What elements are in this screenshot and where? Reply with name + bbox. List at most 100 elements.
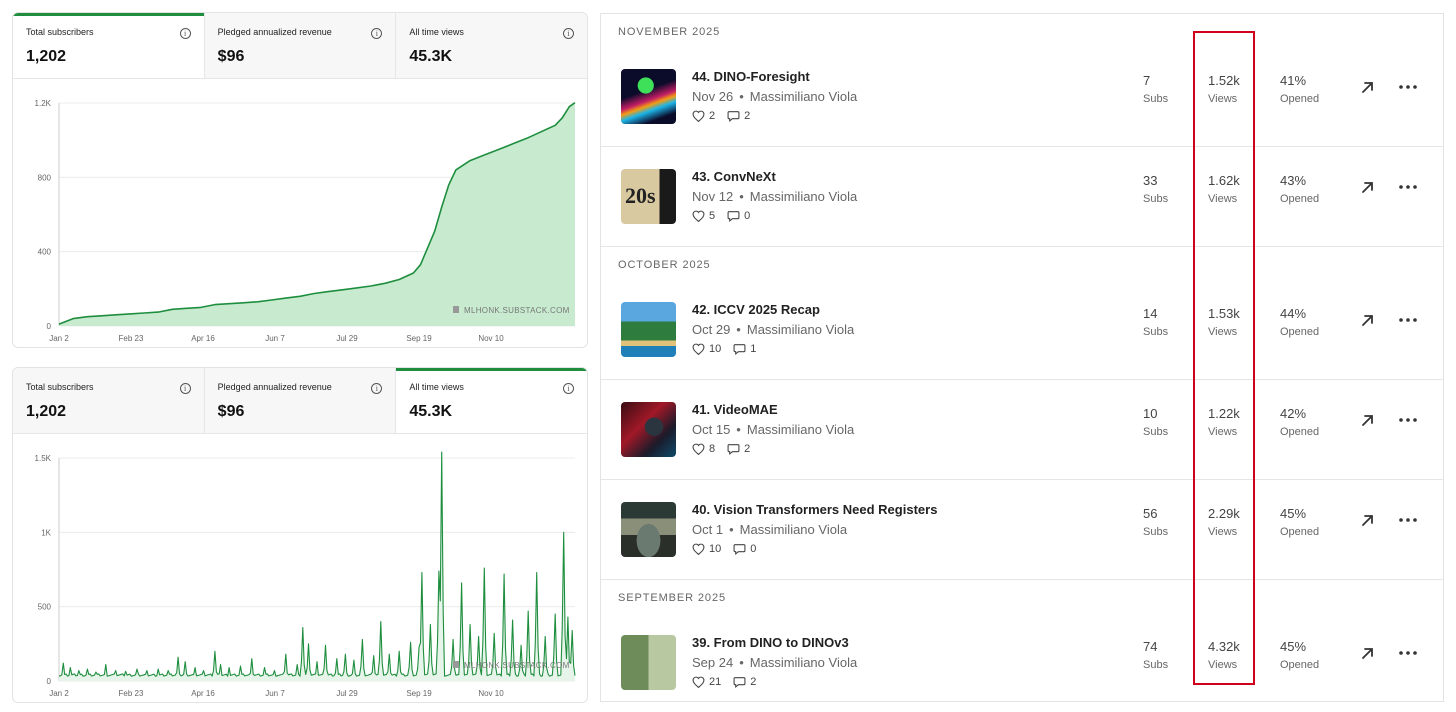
post-row[interactable]: 40. Vision Transformers Need Registers O…: [601, 480, 1443, 580]
open-external-icon[interactable]: [1359, 511, 1377, 529]
stat-label: All time views: [409, 27, 464, 37]
open-external-icon[interactable]: [1359, 644, 1377, 662]
substack-logo-icon: [453, 306, 459, 313]
series-area-fill: [59, 452, 575, 681]
info-icon[interactable]: i: [563, 383, 575, 394]
likes-count: 8: [709, 443, 716, 455]
comment-icon[interactable]: [727, 210, 740, 222]
y-tick-label: 500: [38, 603, 52, 612]
post-engagement: 10 1: [692, 343, 756, 355]
comment-icon[interactable]: [733, 343, 746, 355]
heart-icon[interactable]: [692, 343, 705, 355]
more-options-icon[interactable]: [1397, 180, 1419, 194]
heart-icon[interactable]: [692, 443, 705, 455]
opened-value: 44%: [1280, 306, 1307, 321]
opened-label: Opened: [1280, 426, 1320, 438]
more-options-icon[interactable]: [1397, 413, 1419, 427]
tab-pledged-revenue[interactable]: Pledged annualized revenue $96 i: [204, 368, 397, 433]
post-thumbnail[interactable]: [621, 402, 676, 457]
tab-total-subscribers[interactable]: Total subscribers 1,202 i: [13, 368, 205, 433]
post-title[interactable]: 42. ICCV 2025 Recap: [692, 302, 820, 317]
watermark: MLHONK.SUBSTACK.COM: [453, 306, 569, 315]
tab-pledged-revenue[interactable]: Pledged annualized revenue $96 i: [204, 13, 397, 78]
post-row[interactable]: 20s 43. ConvNeXt Nov 12 • Massimiliano Vio…: [601, 147, 1443, 247]
month-header: OCTOBER 2025: [618, 259, 711, 271]
post-title[interactable]: 39. From DINO to DINOv3: [692, 635, 849, 650]
post-title[interactable]: 40. Vision Transformers Need Registers: [692, 502, 938, 517]
more-options-icon[interactable]: [1397, 646, 1419, 660]
views-metric: 1.52k Views: [1208, 73, 1240, 105]
post-thumbnail[interactable]: [621, 302, 676, 357]
post-author: Massimiliano Viola: [749, 89, 858, 104]
post-row[interactable]: 44. DINO-Foresight Nov 26 • Massimiliano V…: [601, 47, 1443, 147]
open-external-icon[interactable]: [1359, 178, 1377, 196]
comments-count: 0: [750, 543, 757, 555]
post-engagement: 21 2: [692, 676, 756, 688]
subs-metric: 74 Subs: [1143, 639, 1168, 671]
tab-all-time-views[interactable]: All time views 45.3K i: [396, 368, 587, 433]
series-line: [58, 101, 576, 325]
heart-icon[interactable]: [692, 210, 705, 222]
tab-all-time-views[interactable]: All time views 45.3K i: [396, 13, 587, 78]
y-tick-label: 1.5K: [35, 454, 52, 463]
info-icon[interactable]: i: [563, 28, 575, 39]
views-value: 1.62k: [1208, 173, 1240, 188]
post-thumbnail[interactable]: [621, 69, 676, 124]
post-author: Massimiliano Viola: [749, 189, 858, 204]
subs-label: Subs: [1143, 326, 1169, 338]
comment-icon[interactable]: [727, 443, 740, 455]
post-thumbnail[interactable]: [621, 502, 676, 557]
post-row[interactable]: 41. VideoMAE Oct 15 • Massimiliano Viola 8…: [601, 380, 1443, 480]
open-external-icon[interactable]: [1359, 411, 1377, 429]
comments-count: 1: [750, 343, 757, 355]
open-external-icon[interactable]: [1359, 311, 1377, 329]
series-area-fill: [59, 102, 575, 326]
comment-icon[interactable]: [733, 543, 746, 555]
x-tick-label: Jun 7: [265, 334, 285, 343]
more-options-icon[interactable]: [1397, 313, 1419, 327]
opened-metric: 41% Opened: [1280, 73, 1319, 105]
stats-tabs: Total subscribers 1,202 i Pledged annual…: [13, 13, 587, 79]
info-icon[interactable]: i: [179, 383, 191, 394]
y-tick-label: 1K: [41, 528, 51, 537]
opened-label: Opened: [1280, 659, 1320, 671]
views-metric: 1.53k Views: [1208, 306, 1240, 338]
views-value: 4.32k: [1208, 639, 1240, 654]
heart-icon[interactable]: [692, 543, 705, 555]
heart-icon[interactable]: [692, 676, 705, 688]
post-title[interactable]: 44. DINO-Foresight: [692, 69, 810, 84]
stats-tabs: Total subscribers 1,202 i Pledged annual…: [13, 368, 587, 434]
post-meta: Oct 15 • Massimiliano Viola: [692, 422, 855, 437]
info-icon[interactable]: i: [371, 383, 383, 394]
subs-metric: 7 Subs: [1143, 73, 1168, 105]
heart-icon[interactable]: [692, 110, 705, 122]
more-options-icon[interactable]: [1397, 80, 1419, 94]
subs-label: Subs: [1143, 193, 1169, 205]
comments-count: 2: [744, 443, 751, 455]
substack-logo-icon: [453, 661, 459, 668]
comment-icon[interactable]: [727, 110, 740, 122]
post-title[interactable]: 43. ConvNeXt: [692, 169, 776, 184]
x-tick-label: Feb 23: [119, 689, 144, 698]
info-icon[interactable]: i: [179, 28, 191, 39]
more-options-icon[interactable]: [1397, 513, 1419, 527]
post-row[interactable]: 42. ICCV 2025 Recap Oct 29 • Massimiliano …: [601, 280, 1443, 380]
comment-icon[interactable]: [733, 676, 746, 688]
post-meta: Nov 26 • Massimiliano Viola: [692, 89, 858, 104]
stat-value: 1,202: [26, 48, 67, 65]
post-thumbnail[interactable]: [621, 635, 676, 690]
post-title[interactable]: 41. VideoMAE: [692, 402, 778, 417]
likes-count: 10: [709, 343, 722, 355]
subs-value: 56: [1143, 506, 1158, 521]
post-engagement: 5 0: [692, 210, 750, 222]
tab-total-subscribers[interactable]: Total subscribers 1,202 i: [13, 13, 205, 78]
post-meta: Oct 29 • Massimiliano Viola: [692, 322, 855, 337]
open-external-icon[interactable]: [1359, 78, 1377, 96]
x-tick-label: Apr 16: [191, 334, 215, 343]
post-thumbnail[interactable]: 20s: [621, 169, 676, 224]
post-row[interactable]: 39. From DINO to DINOv3 Sep 24 • Massimili…: [601, 613, 1443, 712]
x-tick-label: Apr 16: [191, 689, 215, 698]
info-icon[interactable]: i: [371, 28, 383, 39]
subs-value: 7: [1143, 73, 1151, 88]
x-tick-label: Sep 19: [406, 689, 432, 698]
